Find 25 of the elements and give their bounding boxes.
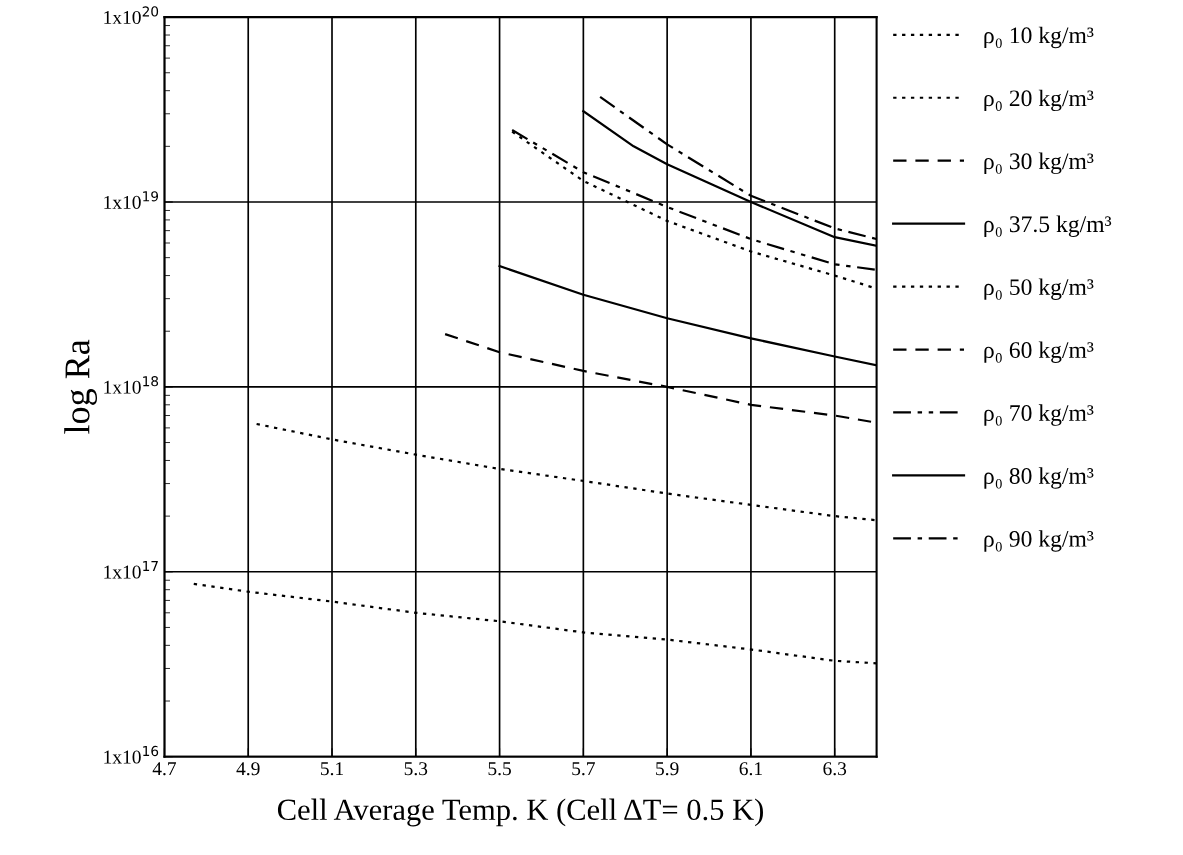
x-tick-label: 5.9 <box>656 762 679 776</box>
x-tick-label: 4.7 <box>152 762 177 776</box>
y-axis-title: log Ra <box>64 339 98 434</box>
legend-label: ρ₀ 20 kg/m³ <box>984 89 1094 112</box>
y-tick-label: 1x10$^{16}$ <box>104 745 159 764</box>
x-tick-label: 5.7 <box>572 762 595 776</box>
x-tick-label: 5.1 <box>320 762 343 776</box>
legend-label: ρ₀ 90 kg/m³ <box>984 530 1094 552</box>
x-tick-label: 6.1 <box>739 762 762 776</box>
legend-label: ρ₀ 60 kg/m³ <box>984 341 1094 363</box>
legend-label: ρ₀ 70 kg/m³ <box>984 404 1094 426</box>
x-tick-label: 5.3 <box>404 762 428 776</box>
legend-label: ρ₀ 50 kg/m³ <box>984 278 1094 300</box>
x-tick-label: 6.3 <box>823 762 847 776</box>
y-tick-label: 1x10$^{20}$ <box>104 6 159 25</box>
x-tick-label: 4.9 <box>236 762 260 776</box>
legend-label: ρ₀ 30 kg/m³ <box>984 152 1094 175</box>
y-tick-label: 1x10$^{18}$ <box>104 376 159 394</box>
x-tick-label: 5.5 <box>488 762 511 776</box>
x-axis-title: Cell Average Temp. K (Cell ΔT= 0.5 K) <box>277 798 763 827</box>
legend-label: ρ₀ 80 kg/m³ <box>984 467 1094 489</box>
legend-label: ρ₀ 10 kg/m³ <box>984 26 1094 49</box>
y-tick-label: 1x10$^{19}$ <box>104 191 159 209</box>
y-tick-label: 1x10$^{17}$ <box>104 561 158 579</box>
legend-label: ρ₀ 37.5 kg/m³ <box>984 215 1112 237</box>
